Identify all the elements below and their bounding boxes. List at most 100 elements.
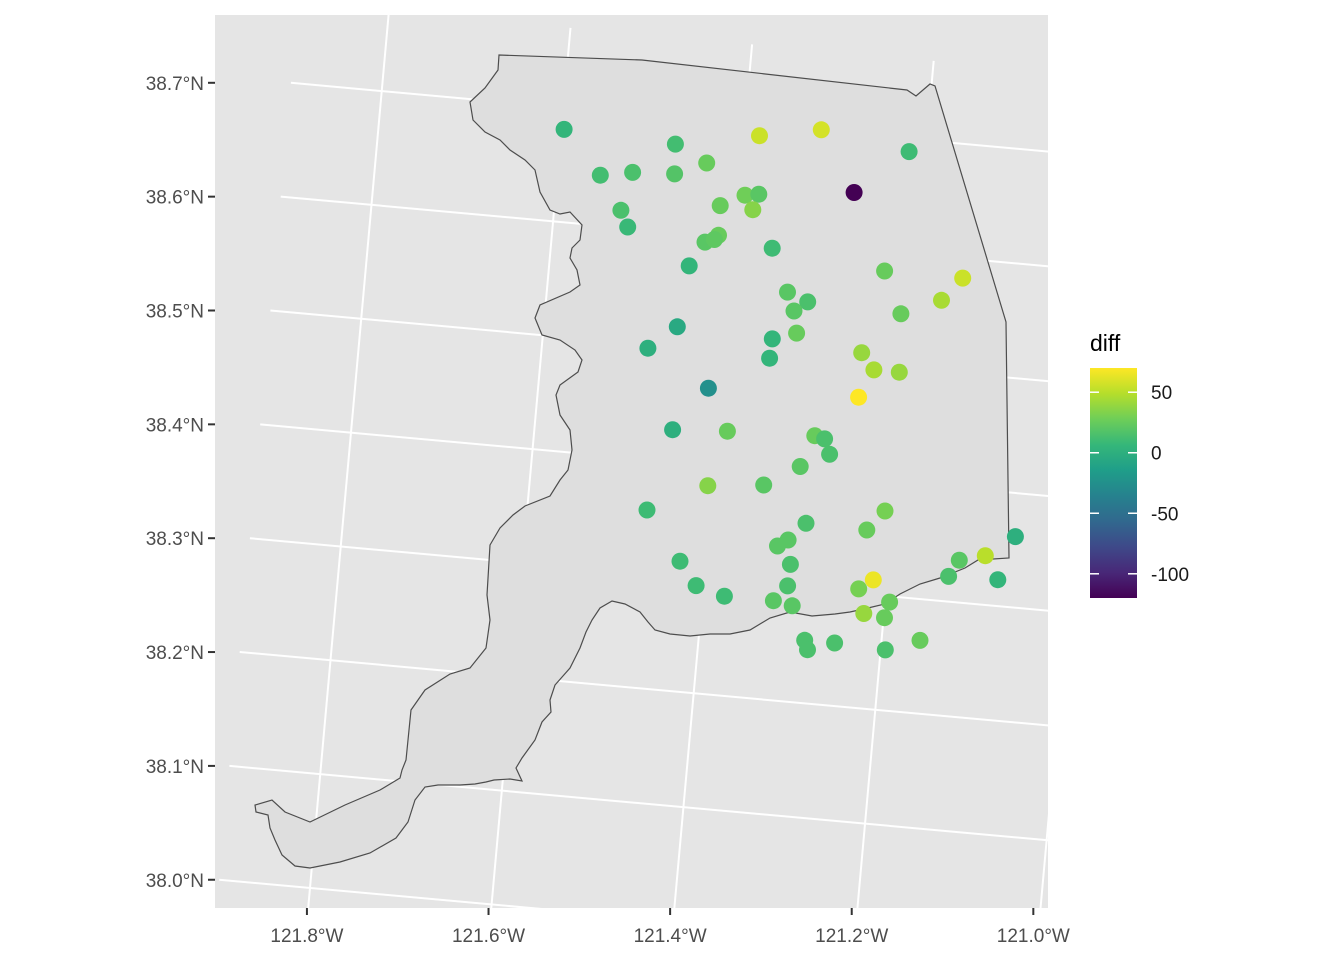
map-point xyxy=(783,597,801,615)
map-point xyxy=(750,185,768,203)
map-point xyxy=(705,231,723,248)
map-point xyxy=(638,501,656,519)
legend-label: -50 xyxy=(1151,504,1178,525)
gridline-lat-2 xyxy=(239,651,1076,729)
map-point xyxy=(555,120,573,138)
map-point xyxy=(779,577,797,595)
map-point xyxy=(718,422,736,440)
map-point xyxy=(858,521,876,539)
map-point xyxy=(892,305,910,323)
map-point xyxy=(639,339,657,357)
legend-label: 0 xyxy=(1151,444,1162,465)
x-tick-label: 121.0°W xyxy=(997,926,1070,947)
map-point xyxy=(699,379,717,397)
map-point xyxy=(876,502,894,520)
map-point xyxy=(624,163,642,181)
x-tick-label: 121.2°W xyxy=(815,926,888,947)
map-point xyxy=(666,135,684,153)
map-point xyxy=(664,421,682,439)
map-point xyxy=(698,154,716,172)
map-point xyxy=(989,571,1007,589)
y-tick-label: 38.4°N xyxy=(146,415,204,436)
map-point xyxy=(699,477,717,495)
data-points xyxy=(555,120,1024,659)
y-tick-label: 38.0°N xyxy=(146,871,204,892)
x-tick-label: 121.6°W xyxy=(452,926,525,947)
map-point xyxy=(850,580,868,598)
map-point xyxy=(715,587,733,605)
map-point xyxy=(763,239,781,257)
y-tick-label: 38.1°N xyxy=(146,757,204,778)
map-point xyxy=(821,445,839,463)
gridline-lon-4 xyxy=(1034,77,1117,960)
x-tick-label: 121.4°W xyxy=(634,926,707,947)
map-point xyxy=(876,641,894,659)
map-point xyxy=(680,257,698,275)
map-point xyxy=(668,318,686,336)
map-point xyxy=(711,197,729,215)
legend-label: -100 xyxy=(1151,565,1189,586)
map-point xyxy=(933,291,950,309)
map-point xyxy=(751,127,768,145)
map-point xyxy=(781,555,799,573)
map-point xyxy=(900,143,918,161)
map-point xyxy=(876,262,894,280)
map-point xyxy=(791,458,809,475)
legend-ticks: 50 0 -50 -100 xyxy=(1090,383,1189,586)
map-point xyxy=(591,166,609,184)
y-tick-label: 38.6°N xyxy=(146,188,204,209)
map-point xyxy=(761,349,779,367)
legend-colorbar xyxy=(1090,368,1137,598)
map-point xyxy=(687,577,705,595)
map-point xyxy=(797,514,815,532)
color-legend: diff 50 0 -50 -100 xyxy=(1090,330,1189,598)
gridline-lon-0 xyxy=(305,11,390,923)
map-point xyxy=(890,363,908,381)
map-point xyxy=(940,567,958,585)
map-point xyxy=(876,609,893,627)
map-point xyxy=(788,324,806,342)
map-point xyxy=(764,592,782,610)
gridline-lat-1 xyxy=(229,764,1065,843)
map-point xyxy=(950,551,968,569)
y-tick-label: 38.2°N xyxy=(146,643,204,664)
legend-title: diff xyxy=(1090,330,1121,356)
map-point xyxy=(864,571,882,589)
map-point xyxy=(799,641,816,659)
map-point xyxy=(666,165,684,183)
map-point xyxy=(763,330,781,348)
map-point xyxy=(612,201,630,219)
county-boundary xyxy=(254,54,1010,869)
map-point xyxy=(853,344,871,362)
y-tick-label: 38.5°N xyxy=(146,302,204,323)
map-point xyxy=(865,361,883,379)
y-tick-label: 38.7°N xyxy=(146,74,204,95)
map-point xyxy=(881,593,899,611)
x-axis: 121.8°W 121.6°W 121.4°W 121.2°W 121.0°W xyxy=(270,908,1070,947)
map-point xyxy=(799,293,817,311)
map-point xyxy=(671,552,689,570)
gridline-lat-0 xyxy=(219,878,1055,957)
map-point xyxy=(769,537,786,555)
y-axis: 38.0°N 38.1°N 38.2°N 38.3°N 38.4°N 38.5°N 38.6… xyxy=(146,74,215,892)
map-point xyxy=(812,121,830,139)
map-point xyxy=(845,184,863,201)
map-point xyxy=(855,605,873,622)
legend-label: 50 xyxy=(1151,383,1172,404)
map-point xyxy=(785,302,803,320)
map-point xyxy=(911,631,929,649)
map-point xyxy=(976,547,994,565)
map-point xyxy=(779,283,796,301)
map-point xyxy=(826,634,844,652)
map-point xyxy=(816,430,834,448)
y-tick-label: 38.3°N xyxy=(146,529,204,550)
map-point xyxy=(619,218,637,236)
x-tick-label: 121.8°W xyxy=(270,926,343,947)
map-point xyxy=(755,476,773,494)
map-point xyxy=(954,269,972,287)
map-point xyxy=(1006,528,1024,546)
map-point xyxy=(736,186,754,204)
map-point xyxy=(744,201,762,219)
map-point xyxy=(850,388,868,406)
